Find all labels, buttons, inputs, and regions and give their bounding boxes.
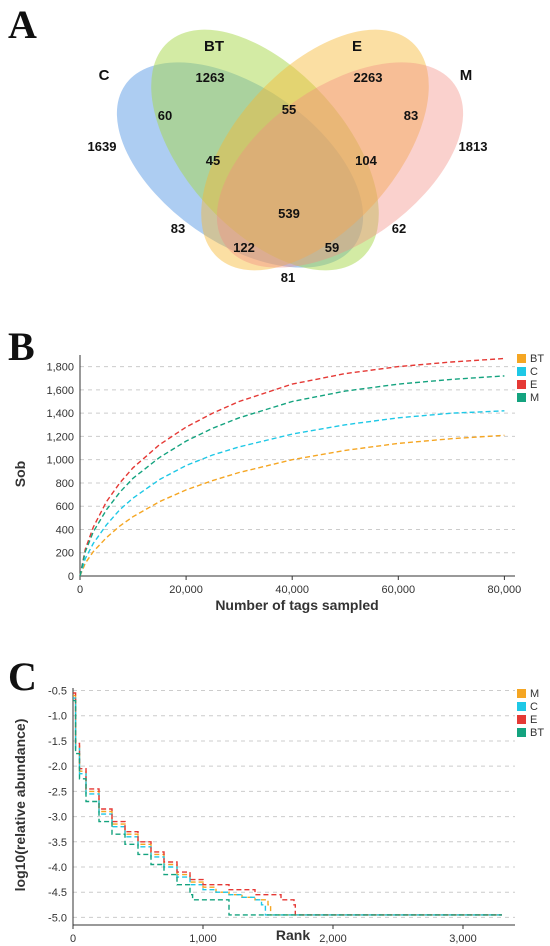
panel-c-ytick-label: -0.5 — [48, 686, 67, 698]
panel-c-series-bt — [73, 699, 502, 916]
venn-value-c-bt-e: 45 — [206, 153, 220, 168]
panel-c-legend-swatch-e — [517, 715, 526, 724]
venn-value-c-bt-m: 59 — [325, 240, 339, 255]
venn-value-c-only: 1639 — [88, 139, 117, 154]
panel-c-ytick-label: -2.5 — [48, 786, 67, 798]
panel-b-ytick-label: 800 — [56, 478, 74, 490]
panel-b-ytick-label: 0 — [68, 571, 74, 583]
venn-set-e — [201, 29, 429, 271]
venn-value-c-m: 81 — [281, 270, 295, 285]
panel-c-xlabel: Rank — [276, 927, 310, 943]
panel-c-ylabel: log10(relative abundance) — [12, 719, 28, 892]
panel-b-legend-swatch-e — [517, 380, 526, 389]
venn-label-bt: BT — [204, 38, 224, 55]
venn-value-c-bt: 60 — [158, 108, 172, 123]
venn-value-bt-only: 1263 — [196, 70, 225, 85]
venn-value-c-e: 83 — [171, 221, 185, 236]
panel-c-legend-swatch-bt — [517, 728, 526, 737]
venn-set-m — [216, 62, 464, 268]
panel-b-ytick-label: 1,200 — [46, 431, 74, 443]
panel-a: A C BT E M 1639 1263 2263 1813 60 55 83 … — [8, 2, 488, 285]
panel-c-ytick-label: -4.0 — [48, 862, 67, 874]
panel-b-legend-swatch-bt — [517, 354, 526, 363]
panel-b-xtick-label: 0 — [77, 584, 83, 596]
venn-label-c: C — [99, 67, 110, 84]
panel-b-ylabel: Sob — [12, 461, 28, 487]
venn-value-bt-e: 55 — [282, 102, 296, 117]
panel-b-series-bt — [79, 434, 505, 577]
panel-b-axes — [79, 355, 515, 577]
panel-b-series-e — [79, 357, 505, 577]
panel-b-legend-label-e: E — [530, 379, 537, 391]
panel-c-series-e — [73, 692, 502, 916]
panel-b-ytick-label: 600 — [56, 501, 74, 513]
panel-b: B 0 200 400 600 800 1,000 1,200 1,400 1,600 1,800… — [8, 324, 544, 613]
panel-c-ytick-label: -3.0 — [48, 812, 67, 824]
panel-b-grid — [80, 366, 515, 577]
panel-b-xtick-label: 60,000 — [381, 584, 415, 596]
venn-label-e: E — [352, 38, 362, 55]
panel-c-ticks: -0.5 -1.0 -1.5 -2.0 -2.5 -3.0 -3.5 -4.0 -4.5 -5.0… — [48, 686, 477, 945]
panel-b-legend-label-m: M — [530, 392, 539, 404]
panel-b-ytick-label: 200 — [56, 548, 74, 560]
venn-value-m-only: 1813 — [459, 139, 488, 154]
panel-b-xtick-label: 80,000 — [488, 584, 522, 596]
panel-c-xtick-label: 3,000 — [449, 933, 477, 945]
panel-c-legend-label-c: C — [530, 701, 538, 713]
panel-c-ytick-label: -4.5 — [48, 887, 67, 899]
panel-b-ytick-label: 1,000 — [46, 455, 74, 467]
panel-b-xtick-label: 40,000 — [275, 584, 309, 596]
panel-c-series-m — [73, 694, 502, 916]
panel-c-legend-swatch-c — [517, 702, 526, 711]
panel-c-series — [73, 692, 502, 916]
panel-b-ytick-label: 1,800 — [46, 362, 74, 374]
panel-c-xtick-label: 1,000 — [189, 933, 217, 945]
panel-b-xlabel: Number of tags sampled — [215, 597, 378, 613]
panel-c-series-c — [73, 697, 502, 916]
venn-value-e-only: 2263 — [354, 70, 383, 85]
panel-c-ytick-label: -2.0 — [48, 761, 67, 773]
panel-b-xtick-label: 20,000 — [169, 584, 203, 596]
panel-b-legend-swatch-m — [517, 393, 526, 402]
panel-c-label: C — [8, 654, 37, 699]
panel-b-label: B — [8, 324, 35, 369]
panel-c-legend-label-bt: BT — [530, 727, 544, 739]
panel-a-label: A — [8, 2, 37, 47]
panel-b-series-c — [79, 410, 505, 577]
panel-c-xtick-label: 2,000 — [319, 933, 347, 945]
panel-b-ytick-label: 400 — [56, 524, 74, 536]
panel-c-ytick-label: -5.0 — [48, 912, 67, 924]
venn-value-bt-e-m: 104 — [355, 153, 377, 168]
panel-b-ytick-label: 1,400 — [46, 408, 74, 420]
venn-value-e-m: 83 — [404, 108, 418, 123]
panel-c-legend-label-e: E — [530, 714, 537, 726]
panel-c-legend-swatch-m — [517, 689, 526, 698]
venn-label-m: M — [460, 67, 473, 84]
venn-value-c-e-m: 122 — [233, 240, 255, 255]
venn-value-bt-m: 62 — [392, 221, 406, 236]
panel-c-ytick-label: -3.5 — [48, 837, 67, 849]
panel-c-grid — [73, 690, 515, 918]
panel-b-legend-label-bt: BT — [530, 353, 544, 365]
panel-b-legend-swatch-c — [517, 367, 526, 376]
panel-c-ytick-label: -1.0 — [48, 711, 67, 723]
panel-b-series-m — [79, 375, 505, 577]
panel-b-ticks: 0 200 400 600 800 1,000 1,200 1,400 1,600 1,800 0 2… — [46, 362, 521, 596]
panel-c: C -0.5 -1.0 -1.5 -2.0 -2.5 -3.0 -3.5 -4.0 -4.5 -5… — [8, 654, 544, 945]
venn-set-bt — [151, 29, 379, 271]
panel-c-axes — [72, 688, 515, 926]
panel-b-series — [79, 357, 505, 577]
panel-c-ytick-label: -1.5 — [48, 736, 67, 748]
panel-b-legend-label-c: C — [530, 366, 538, 378]
panel-b-ytick-label: 1,600 — [46, 385, 74, 397]
panel-c-legend-label-m: M — [530, 688, 539, 700]
panel-c-xtick-label: 0 — [70, 933, 76, 945]
venn-value-all: 539 — [278, 206, 300, 221]
